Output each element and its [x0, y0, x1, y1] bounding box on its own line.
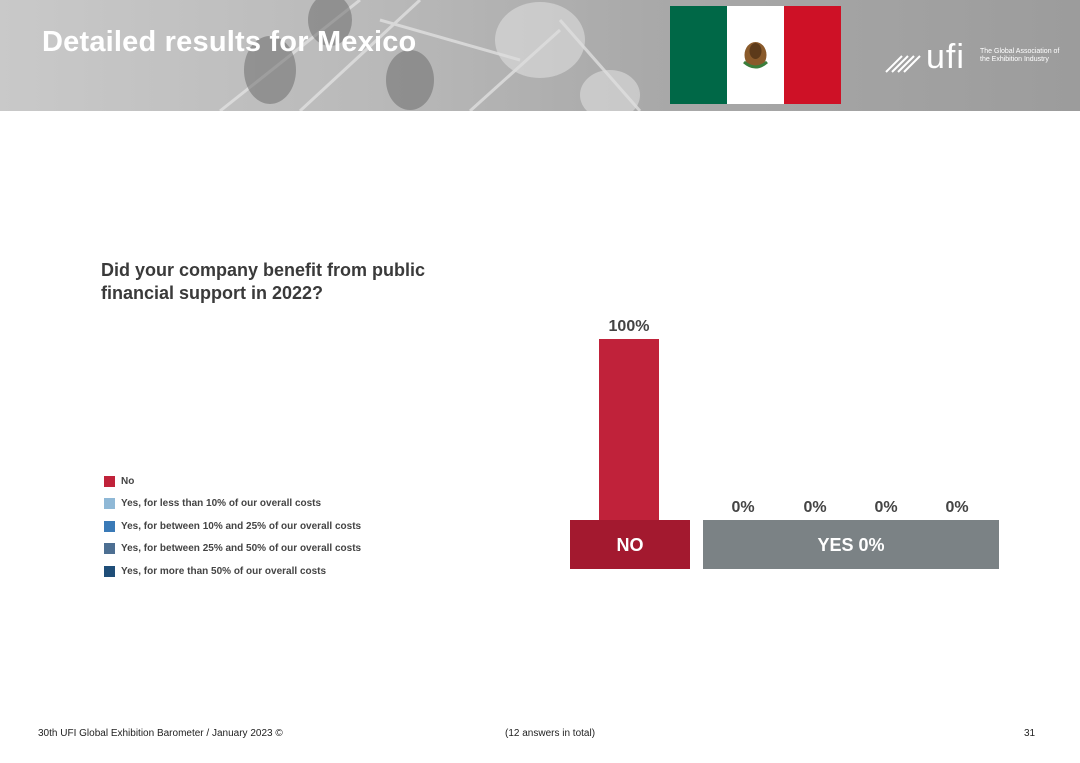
legend-swatch: [104, 565, 115, 577]
legend-label: Yes, for more than 50% of our overall co…: [121, 565, 327, 577]
data-label-3: 0%: [874, 499, 897, 516]
mexico-flag-icon: [670, 6, 841, 104]
legend-item: No: [104, 470, 361, 493]
group-band-1: [703, 520, 999, 569]
legend-swatch: [104, 498, 115, 510]
bar-chart: 100% 0% 0% 0% 0% NO YES 0%: [570, 318, 999, 569]
page-title: Detailed results for Mexico: [42, 26, 417, 58]
group-label-1: YES 0%: [817, 535, 884, 555]
group-label-0: NO: [617, 535, 644, 555]
ufi-logo: ufi The Global Association of the Exhibi…: [884, 38, 1059, 80]
legend-item: Yes, for between 25% and 50% of our over…: [104, 538, 361, 561]
group-band-0: [570, 520, 690, 569]
legend-item: Yes, for more than 50% of our overall co…: [104, 560, 361, 583]
logo-tagline: The Global Association of the Exhibition…: [980, 48, 1060, 63]
legend-swatch: [104, 520, 115, 532]
legend-swatch: [104, 475, 115, 487]
survey-question: Did your company benefit from public fin…: [101, 260, 426, 303]
legend-label: Yes, for between 25% and 50% of our over…: [121, 543, 362, 555]
legend-item: Yes, for between 10% and 25% of our over…: [104, 515, 361, 538]
header-banner: Detailed results for Mexico ufi The Glob…: [0, 0, 1080, 111]
data-label-4: 0%: [945, 499, 968, 516]
chart-legend: No Yes, for less than 10% of our overall …: [104, 470, 361, 583]
legend-item: Yes, for less than 10% of our overall co…: [104, 493, 361, 516]
data-label-2: 0%: [803, 499, 826, 516]
data-label-1: 0%: [731, 499, 754, 516]
legend-swatch: [104, 543, 115, 555]
logo-wordmark: ufi: [926, 38, 965, 76]
data-label-0: 100%: [609, 318, 650, 335]
footer-answers-count: (12 answers in total): [505, 728, 596, 739]
legend-label: Yes, for between 10% and 25% of our over…: [121, 520, 362, 532]
footer-source: 30th UFI Global Exhibition Barometer / J…: [38, 728, 283, 739]
legend-label: No: [121, 475, 135, 487]
background-decoration: [219, 0, 642, 111]
page-number: 31: [1024, 728, 1036, 739]
legend-label: Yes, for less than 10% of our overall co…: [121, 498, 322, 510]
bar-0: [599, 339, 659, 520]
